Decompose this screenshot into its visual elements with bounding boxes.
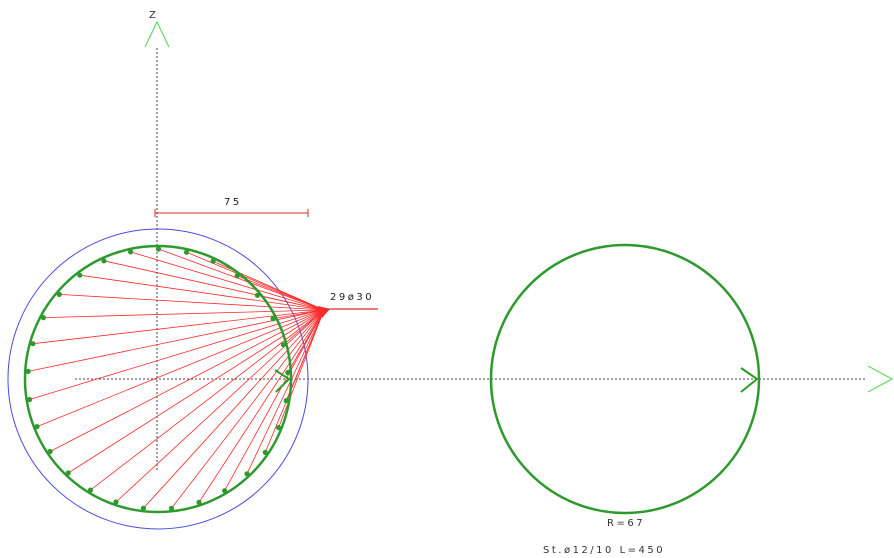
leader-line — [198, 309, 325, 503]
rebar-bar — [183, 249, 190, 255]
leader-line — [49, 309, 325, 452]
rebar-bar — [113, 499, 119, 505]
rebar-bar — [140, 505, 146, 511]
rebar-bar — [25, 368, 31, 374]
y-axis-arrow-icon — [867, 365, 894, 393]
rebar-bar — [283, 398, 289, 404]
rebar-bar — [128, 249, 134, 255]
stirrup-overlap-icon — [740, 367, 759, 393]
leader-line — [115, 309, 325, 503]
rebar-bar — [262, 449, 268, 455]
rebar-ring — [23, 244, 293, 514]
axes: Z — [75, 10, 894, 470]
rebar-callout: 29ø30 — [318, 292, 378, 318]
rebar-bar — [30, 341, 36, 347]
rebar-bar — [27, 396, 33, 403]
leader-line — [29, 309, 325, 400]
outer-contour — [7, 228, 309, 530]
stirrup-circle — [489, 243, 761, 515]
rebar-bar — [34, 424, 40, 430]
stirrup-radius-label: R=67 — [607, 518, 645, 529]
rebar-bar — [47, 448, 53, 455]
rebar-bar — [77, 272, 83, 278]
rebar-leader-lines — [28, 248, 325, 509]
leader-line — [158, 248, 325, 311]
leader-line — [28, 309, 325, 372]
leader-line — [36, 309, 325, 427]
leader-line — [224, 309, 325, 491]
leader-line — [43, 309, 325, 318]
rebar-bar — [254, 292, 260, 298]
leader-line — [171, 309, 325, 509]
leader-line — [59, 294, 325, 311]
stirrup-hook-icon — [274, 369, 291, 393]
rebar-bar — [276, 425, 282, 431]
rebar-bar — [285, 369, 291, 376]
leader-line — [79, 274, 325, 311]
rebar-bar — [210, 258, 216, 264]
rebar-bar — [155, 246, 162, 252]
rebar-bar — [40, 315, 47, 321]
rebar-bar — [222, 488, 228, 494]
radius-dimension: 75 — [154, 197, 309, 217]
rebar-label: 29ø30 — [330, 292, 374, 303]
rebar-bar — [270, 316, 276, 322]
leader-line — [103, 260, 325, 311]
leader-line — [130, 251, 325, 311]
rebar-bar — [244, 471, 250, 477]
rebar-bar — [234, 273, 240, 279]
stirrup-spec-label: St.ø12/10 L=450 — [543, 545, 665, 556]
stirrup-detail: R=67 St.ø12/10 L=450 — [489, 243, 761, 556]
rebar-bar — [56, 291, 62, 297]
rebar-bar — [101, 258, 107, 264]
rebar-bar — [87, 487, 94, 493]
leader-line — [285, 309, 325, 401]
leader-line — [67, 309, 325, 474]
leader-line — [186, 251, 325, 311]
leader-line — [246, 309, 325, 474]
rebar-bar — [280, 342, 286, 348]
rebar-bars — [25, 246, 291, 511]
z-axis-label: Z — [149, 10, 158, 21]
z-axis-arrow-icon — [144, 20, 170, 48]
rebar-bar — [65, 470, 71, 476]
leader-line — [143, 309, 325, 509]
rebar-bar — [196, 499, 202, 505]
rebar-bar — [168, 505, 175, 511]
leader-line — [278, 309, 325, 428]
dimension-label: 75 — [224, 197, 242, 208]
